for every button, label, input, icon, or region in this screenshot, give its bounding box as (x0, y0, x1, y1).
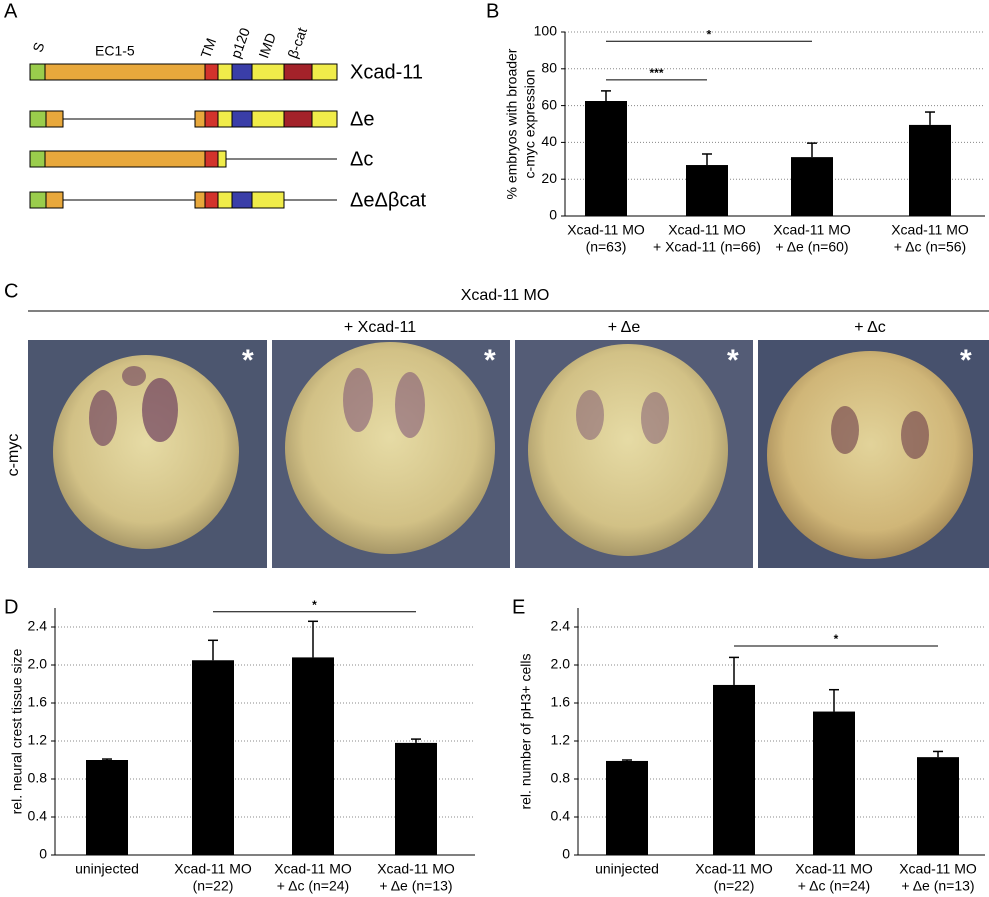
row-label: c-myc (5, 434, 22, 477)
y-tick-label: 1.6 (551, 694, 571, 710)
bar (713, 684, 755, 855)
y-axis-label: rel. number of pH3+ cells (518, 653, 534, 809)
bar (606, 760, 648, 855)
bar (192, 660, 234, 855)
x-tick-label: Xcad-11 MO (668, 222, 746, 238)
x-tick-label: uninjected (595, 861, 659, 877)
x-tick-label: + Δc (n=56) (894, 239, 966, 255)
y-tick-label: 1.2 (551, 732, 571, 748)
bar (395, 742, 437, 855)
significance-label: * (312, 598, 317, 612)
construct-full (29, 63, 338, 81)
x-tick-label: + Xcad-11 (n=66) (653, 239, 761, 255)
y-axis-label: c-myc expression (522, 70, 538, 179)
bar (909, 124, 951, 216)
significance-label: * (834, 632, 839, 646)
panel-label: E (512, 596, 525, 618)
x-tick-label: Xcad-11 MO (795, 861, 873, 877)
construct-label: Δc (350, 148, 373, 170)
image-marker: * (727, 344, 739, 377)
y-tick-label: 1.6 (28, 694, 48, 710)
significance-label: *** (649, 66, 663, 80)
y-tick-label: 40 (541, 133, 557, 149)
x-tick-label: Xcad-11 MO (377, 861, 455, 877)
significance-label: * (707, 27, 712, 41)
construct-dc (29, 150, 337, 168)
x-tick-label: Xcad-11 MO (773, 222, 851, 238)
panel-label: A (4, 0, 18, 22)
domain-diagram (29, 63, 338, 209)
y-tick-label: 2.4 (551, 618, 571, 634)
y-tick-label: 100 (534, 23, 558, 39)
x-tick-label: + Δc (n=24) (798, 878, 870, 894)
image-marker: * (242, 344, 254, 377)
domain-label: p120 (227, 25, 253, 60)
image-marker: * (484, 344, 496, 377)
bar (686, 165, 728, 216)
y-tick-label: 0 (39, 846, 47, 862)
x-tick-label: (n=22) (714, 878, 755, 894)
y-tick-label: 0.4 (551, 808, 571, 824)
x-tick-label: Xcad-11 MO (891, 222, 969, 238)
panel-label: B (486, 0, 499, 22)
y-tick-label: 20 (541, 170, 557, 186)
construct-de (29, 110, 338, 128)
bar (86, 760, 128, 855)
embryo-images (28, 340, 989, 568)
y-tick-label: 0.8 (551, 770, 571, 786)
x-tick-label: Xcad-11 MO (567, 222, 645, 238)
y-axis-label: rel. neural crest tissue size (9, 648, 25, 814)
bar (791, 157, 833, 216)
column-label: + Δe (608, 319, 641, 336)
domain-label: IMD (255, 31, 279, 61)
x-tick-label: Xcad-11 MO (695, 861, 773, 877)
y-tick-label: 0 (549, 207, 557, 223)
y-tick-label: 60 (541, 96, 557, 112)
construct-label: Xcad-11 (350, 61, 423, 83)
y-tick-label: 2.0 (28, 656, 48, 672)
image-header: Xcad-11 MO (461, 287, 550, 304)
y-tick-label: 0.4 (28, 808, 48, 824)
x-tick-label: Xcad-11 MO (174, 861, 252, 877)
bar (292, 657, 334, 855)
bar (585, 101, 627, 216)
column-label: + Xcad-11 (344, 319, 416, 336)
image-marker: * (960, 344, 972, 377)
x-tick-label: + Δe (n=13) (379, 878, 452, 894)
x-tick-label: Xcad-11 MO (274, 861, 352, 877)
y-tick-label: 80 (541, 60, 557, 76)
y-tick-label: 2.0 (551, 656, 571, 672)
bar (813, 711, 855, 855)
y-tick-label: 0 (562, 846, 570, 862)
x-tick-label: (n=22) (193, 878, 234, 894)
panel-label: C (4, 280, 18, 302)
x-tick-label: + Δe (n=13) (901, 878, 974, 894)
y-tick-label: 1.2 (28, 732, 48, 748)
panel-label: D (4, 596, 18, 618)
construct-label: Δe (350, 108, 374, 130)
domain-label: S (29, 40, 47, 54)
column-label: + Δc (854, 319, 886, 336)
y-axis-label: % embryos with broader (504, 48, 520, 199)
bar (917, 757, 959, 855)
x-tick-label: + Δc (n=24) (277, 878, 349, 894)
x-tick-label: Xcad-11 MO (899, 861, 977, 877)
y-tick-label: 2.4 (28, 618, 48, 634)
y-tick-label: 0.8 (28, 770, 48, 786)
domain-label: TM (197, 36, 219, 60)
domain-label: EC1-5 (95, 43, 135, 59)
x-tick-label: uninjected (75, 861, 139, 877)
construct-de-dbcat (29, 191, 337, 209)
x-tick-label: + Δe (n=60) (775, 239, 848, 255)
x-tick-label: (n=63) (586, 239, 627, 255)
construct-label: ΔeΔβcat (350, 189, 426, 211)
domain-label: β-cat (284, 25, 310, 60)
